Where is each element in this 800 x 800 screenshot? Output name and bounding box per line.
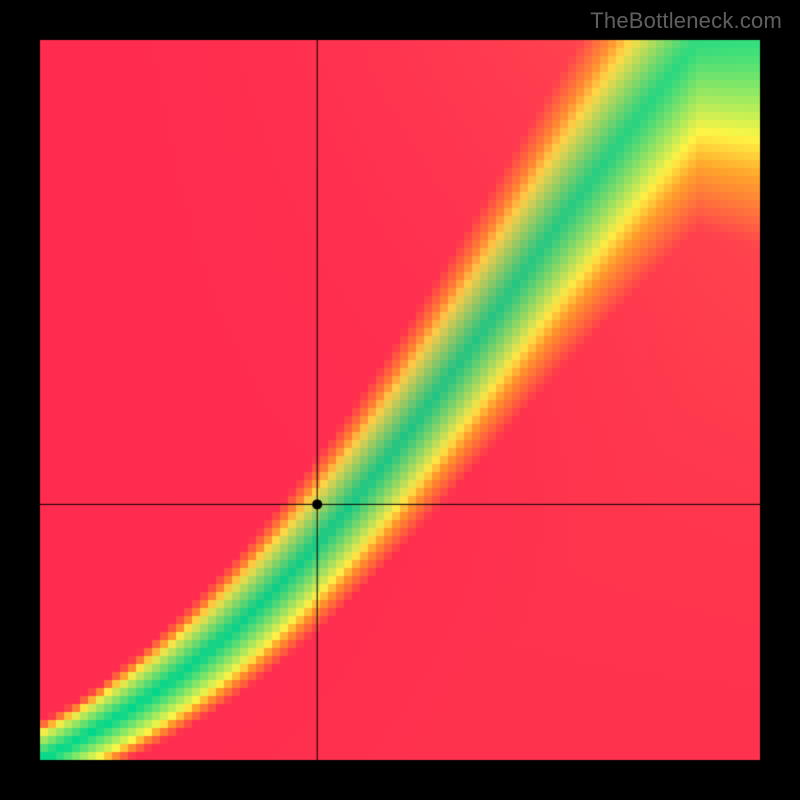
bottleneck-heatmap	[0, 0, 800, 800]
chart-container: TheBottleneck.com	[0, 0, 800, 800]
watermark-text: TheBottleneck.com	[590, 8, 782, 34]
